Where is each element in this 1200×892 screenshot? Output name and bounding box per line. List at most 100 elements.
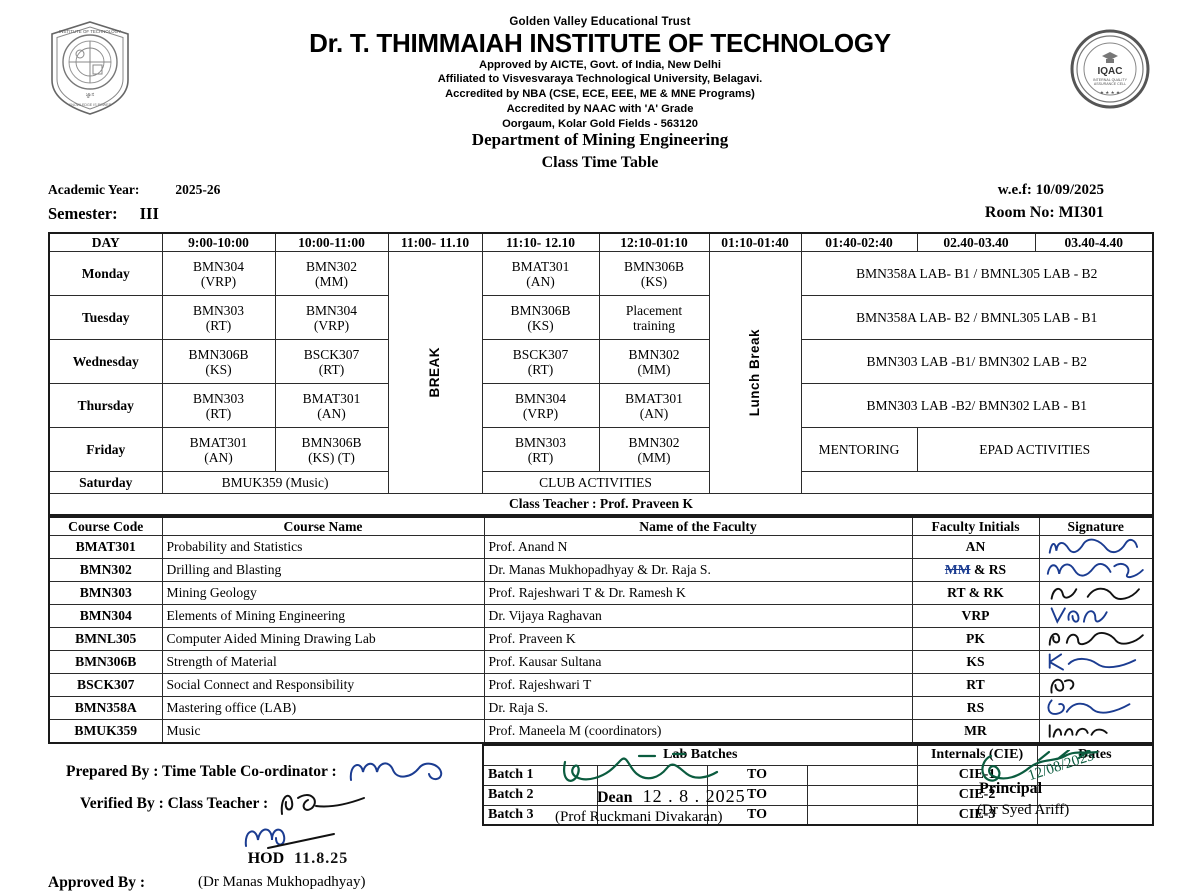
table-row: BMNL305 Computer Aided Mining Drawing La… (48, 627, 1154, 652)
faculty-initial: (AN) (317, 405, 346, 421)
cell-friday-mentoring: MENTORING (800, 427, 918, 473)
day-header: DAY (48, 232, 163, 253)
course-code: BMAT301 (302, 390, 361, 406)
timetable-row-thursday: Thursday BMN303 (RT) BMAT301 (AN) BMN304… (48, 383, 1154, 429)
course-code: BMN303 (514, 434, 566, 450)
course-code: BMAT301 (625, 390, 683, 406)
batch-until-field[interactable] (806, 804, 918, 826)
time-header-8: 02.40-03.40 (916, 232, 1036, 253)
cell-saturday-lab-empty (800, 471, 1154, 495)
header-course-code: Course Code (48, 516, 163, 537)
table-row: BMN306B Strength of Material Prof. Kausa… (48, 650, 1154, 675)
faculty-initials: MR (911, 719, 1040, 744)
faculty-initial: (AN) (204, 449, 233, 465)
day-label-saturday: Saturday (48, 471, 163, 495)
signature-cell (1038, 558, 1154, 583)
course-name: Elements of Mining Engineering (161, 604, 485, 629)
cell-tuesday-slot1: BMN303 (RT) (161, 295, 276, 341)
faculty-name: Prof. Rajeshwari T (483, 673, 913, 698)
faculty-initial: (VRP) (200, 273, 237, 289)
faculty-name: Prof. Maneela M (coordinators) (483, 719, 913, 744)
timetable-row-saturday: Saturday BMUK359 (Music) CLUB ACTIVITIES (48, 471, 1154, 495)
affiliation-line: Affiliated to Visvesvaraya Technological… (437, 73, 763, 86)
nba-accreditation-line: Accredited by NBA (CSE, ECE, EEE, ME & M… (445, 88, 755, 101)
academic-year-value: 2025-26 (175, 182, 221, 197)
signature-cell (1038, 650, 1154, 675)
faculty-initial: (RT) (527, 449, 554, 465)
faculty-initial: (AN) (639, 405, 669, 421)
header-internals-cie: Internals (CIE) (916, 744, 1038, 766)
course-code: BMN306B (510, 302, 571, 318)
initials-struck: MM (944, 562, 971, 578)
principal-name: (Dr Syed Ariff) (977, 802, 1070, 818)
page-title: Class Time Table (541, 154, 659, 171)
signature-cell (1038, 627, 1154, 652)
header-signature: Signature (1038, 516, 1154, 537)
cie-date-field[interactable] (1036, 804, 1154, 826)
address-line: Oorgaum, Kolar Gold Fields - 563120 (502, 118, 698, 131)
coordinator-signature-icon (349, 762, 442, 782)
cell-tuesday-slot5: Placement training (598, 295, 710, 341)
course-name: Mining Geology (161, 581, 485, 606)
course-code: BMN306B (301, 434, 362, 450)
cell-thursday-slot2: BMAT301 (AN) (274, 383, 389, 429)
day-label-tuesday: Tuesday (48, 295, 163, 341)
faculty-initial: (RT) (205, 405, 232, 421)
wef-date: w.e.f: 10/09/2025 (997, 182, 1104, 198)
course-code: BMN302 (628, 434, 680, 450)
faculty-name: Dr. Vijaya Raghavan (483, 604, 913, 629)
time-header-4: 11:10- 12.10 (481, 232, 600, 253)
table-row: Batch 1 TO CIE-1 (482, 764, 1154, 786)
cell-thursday-lab: BMN303 LAB -B2/ BMN302 LAB - B1 (800, 383, 1154, 429)
faculty-initials: RT & RK (911, 581, 1040, 606)
course-name: Probability and Statistics (161, 535, 485, 560)
cell-tuesday-slot4: BMN306B (KS) (481, 295, 600, 341)
course-code: BMN303 (48, 581, 163, 606)
course-name: Music (161, 719, 485, 744)
prepared-by-label: Prepared By : Time Table Co-ordinator : (66, 763, 337, 781)
course-code: BMAT301 (511, 258, 570, 274)
batch-name: Batch 2 (482, 784, 598, 806)
department-title: Department of Mining Engineering (471, 130, 729, 149)
batch-name: Batch 3 (482, 804, 598, 826)
faculty-initial: (VRP) (522, 405, 559, 421)
batch-until-field[interactable] (806, 764, 918, 786)
cell-tuesday-lab: BMN358A LAB- B2 / BMNL305 LAB - B1 (800, 295, 1154, 341)
course-code: BMN358A (48, 696, 163, 721)
trust-name: Golden Valley Educational Trust (509, 16, 691, 28)
institute-seal-icon: INSTITUTE OF TECHNOLOGY ಜ್ಞಾನ KNOWLEDGE … (51, 21, 129, 115)
lunch-break-label: Lunch Break (747, 328, 763, 417)
handwritten-signature-icon (1048, 653, 1136, 671)
faculty-initial: (KS) (T) (308, 449, 355, 465)
class-timetable: DAY 9:00-10:00 10:00-11:00 11:00- 11.10 … (48, 232, 1154, 516)
timetable-section: DAY 9:00-10:00 10:00-11:00 11:00- 11.10 … (0, 232, 1200, 516)
dean-name: (Prof Ruckmani Divakaran) (555, 809, 723, 825)
course-code: BMAT301 (48, 535, 163, 560)
cell-friday-epad: EPAD ACTIVITIES (916, 427, 1154, 473)
room-number: Room No: MI301 (984, 204, 1104, 221)
signature-cell (1038, 696, 1154, 721)
batch-until-field[interactable] (806, 784, 918, 806)
cell-friday-slot4: BMN303 (RT) (481, 427, 600, 473)
faculty-name: Dr. Raja S. (483, 696, 913, 721)
timetable-row-tuesday: Tuesday BMN303 (RT) BMN304 (VRP) BMN306B… (48, 295, 1154, 341)
cell-wednesday-lab: BMN303 LAB -B1/ BMN302 LAB - B2 (800, 339, 1154, 385)
break-label: BREAK (427, 347, 443, 398)
course-code: BMN304 (192, 258, 244, 274)
course-code: BMN304 (305, 302, 357, 318)
faculty-initials: MM & RS (911, 558, 1040, 583)
timetable-row-friday: Friday BMAT301 (AN) BMN306B (KS) (T) BMN… (48, 427, 1154, 473)
faculty-initial: (MM) (637, 361, 671, 377)
prepared-by-line: Prepared By : Time Table Co-ordinator : (48, 758, 518, 784)
course-faculty-table: Course Code Course Name Name of the Facu… (48, 515, 1154, 745)
cell-wednesday-slot1: BMN306B (KS) (161, 339, 276, 385)
faculty-initials: PK (911, 627, 1040, 652)
institute-seal-logo: INSTITUTE OF TECHNOLOGY ಜ್ಞಾನ KNOWLEDGE … (30, 12, 150, 118)
academic-year-label: Academic Year: (48, 182, 140, 197)
header-text-block: Golden Valley Educational Trust Dr. T. T… (150, 12, 1050, 132)
cell-friday-slot1: BMAT301 (AN) (161, 427, 276, 473)
handwritten-signature-icon (1050, 679, 1074, 694)
course-code: BMN303 (192, 302, 244, 318)
hod-signature-icon (244, 828, 335, 850)
timetable-row-monday: Monday BMN304 (VRP) BMN302 (MM) BREAK BM… (48, 251, 1154, 495)
